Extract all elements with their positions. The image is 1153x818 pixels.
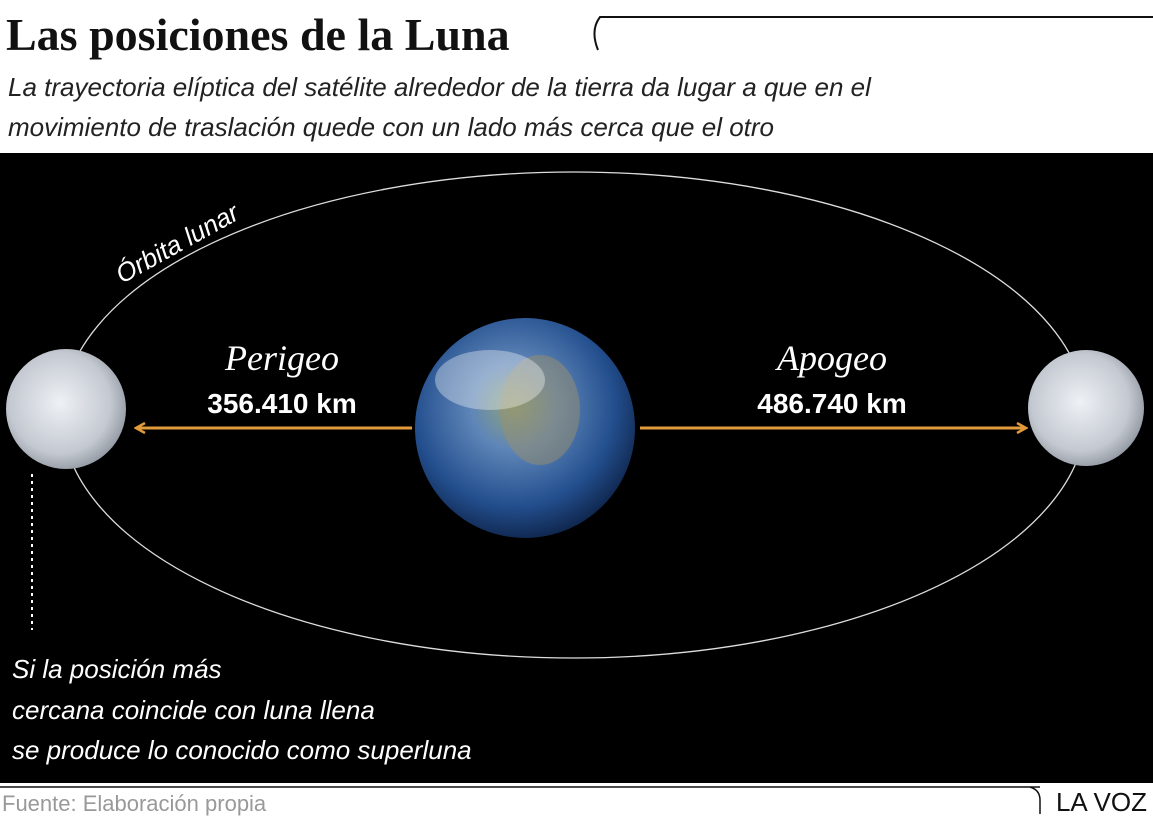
earth-clouds [435,350,545,410]
note: cercana coincide con luna llena [12,695,375,725]
perigee-distance: 356.410 km [207,388,356,419]
note: se produce lo conocido como superluna [12,735,472,765]
subtitle: movimiento de traslación quede con un la… [8,112,774,142]
earth-land [500,355,580,465]
moon-perigee [6,349,126,469]
footer-bracket [1029,786,1041,814]
brand: LA VOZ [1056,787,1147,817]
subtitle: La trayectoria elíptica del satélite alr… [8,72,872,102]
moon-apogee [1028,350,1144,466]
source: Fuente: Elaboración propia [2,791,267,816]
apogee-label: Apogeo [775,338,887,378]
title: Las posiciones de la Luna [6,9,510,60]
note: Si la posición más [12,654,222,684]
title-rule [593,16,1153,51]
apogee-distance: 486.740 km [757,388,906,419]
perigee-label: Perigeo [224,338,339,378]
